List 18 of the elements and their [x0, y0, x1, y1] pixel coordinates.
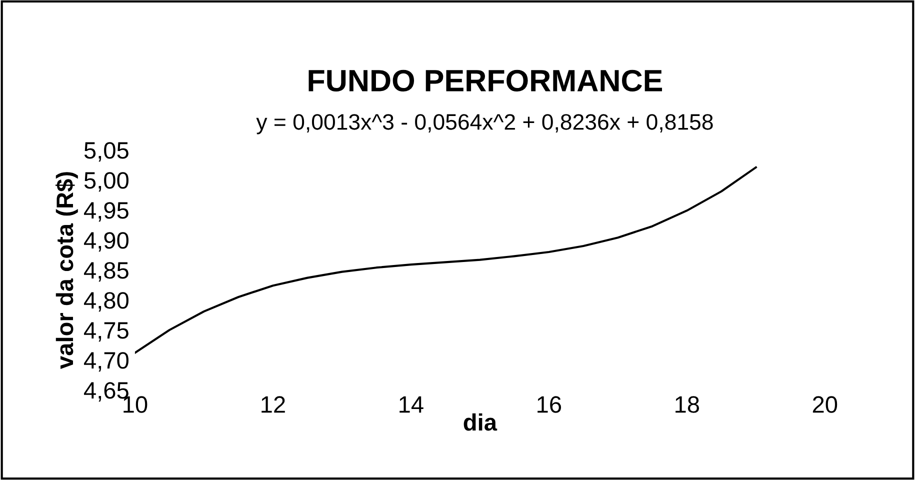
x-tick-label: 12: [262, 396, 285, 413]
y-tick-label: 4,95: [84, 202, 128, 222]
y-tick-label: 4,85: [84, 262, 128, 282]
chart-subtitle: y = 0,0013x^3 - 0,0564x^2 + 0,8236x + 0,8158: [256, 114, 713, 134]
x-tick-label: 18: [676, 396, 699, 413]
x-tick-label: 20: [812, 396, 838, 413]
y-tick-label: 4,70: [84, 352, 128, 372]
y-tick-label: 4,75: [84, 322, 128, 342]
y-tick-label: 5,05: [84, 142, 128, 162]
y-tick-label: 4,80: [84, 292, 128, 312]
y-tick-label: 4,90: [84, 232, 128, 252]
x-axis-title: dia: [464, 413, 498, 431]
y-axis-title: valor da cota (R$): [55, 172, 78, 369]
x-tick-label: 14: [400, 396, 424, 413]
chart-title: FUNDO PERFORMANCE: [308, 70, 662, 92]
y-tick-label: 5,00: [84, 172, 128, 192]
x-tick-label: 16: [538, 396, 562, 413]
line-series: [134, 166, 757, 354]
